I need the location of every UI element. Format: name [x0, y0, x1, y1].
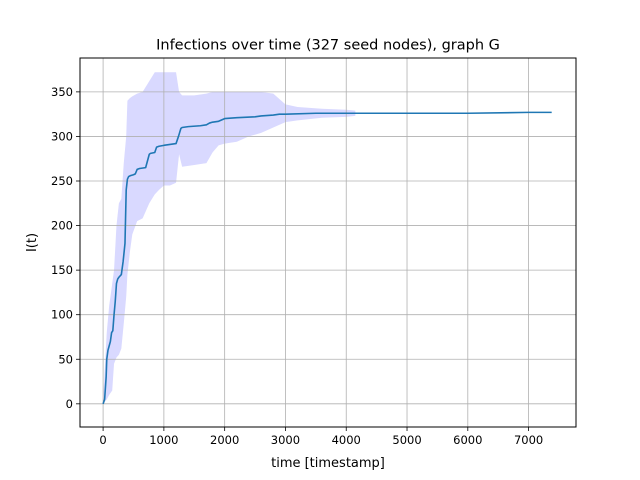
y-tick-label: 300: [51, 129, 73, 143]
x-tick-label: 0: [99, 433, 106, 447]
y-tick-label: 200: [51, 219, 73, 233]
x-axis-ticks: 0 1000 2000 3000 4000 5000 6000 7000: [99, 427, 543, 447]
x-tick-label: 7000: [514, 433, 543, 447]
x-tick-label: 2000: [210, 433, 239, 447]
x-tick-label: 6000: [453, 433, 482, 447]
y-tick-label: 50: [58, 352, 73, 366]
y-tick-label: 350: [51, 85, 73, 99]
y-tick-label: 100: [51, 308, 73, 322]
grid-layer: [80, 58, 576, 427]
y-tick-label: 150: [51, 263, 73, 277]
confidence-band: [103, 72, 356, 404]
plot-area-frame: [79, 57, 577, 428]
band-layer: [103, 72, 356, 404]
line-layer: [102, 111, 552, 405]
y-tick-label: 0: [66, 397, 73, 411]
x-tick-label: 1000: [149, 433, 178, 447]
x-tick-label: 4000: [332, 433, 361, 447]
infections-line: [102, 111, 552, 405]
y-axis-ticks: 0 50 100 150 200 250 300 350: [51, 85, 80, 411]
x-tick-label: 3000: [271, 433, 300, 447]
chart-title: Infections over time (327 seed nodes), g…: [156, 38, 500, 54]
y-axis-label: I(t): [25, 233, 40, 252]
x-axis-label: time [timestamp]: [271, 456, 385, 471]
x-tick-label: 5000: [392, 433, 421, 447]
y-tick-label: 250: [51, 174, 73, 188]
